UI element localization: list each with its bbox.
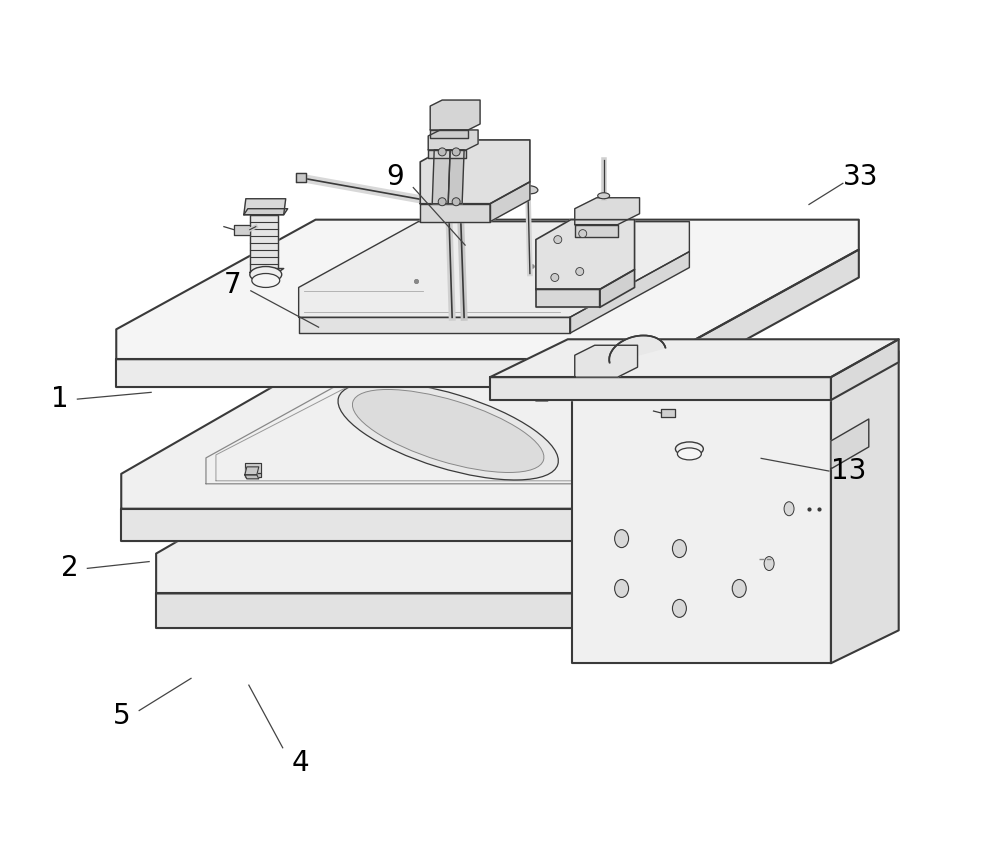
Polygon shape — [693, 475, 705, 481]
Polygon shape — [420, 140, 530, 204]
Polygon shape — [448, 150, 464, 204]
Circle shape — [554, 236, 562, 244]
Polygon shape — [250, 215, 278, 273]
Polygon shape — [600, 269, 635, 307]
Polygon shape — [245, 463, 261, 473]
Polygon shape — [575, 198, 640, 225]
Polygon shape — [620, 484, 809, 628]
Polygon shape — [534, 389, 548, 397]
Polygon shape — [116, 359, 659, 387]
Polygon shape — [156, 593, 620, 628]
Polygon shape — [661, 409, 675, 417]
Polygon shape — [534, 397, 548, 401]
Polygon shape — [234, 225, 250, 234]
Ellipse shape — [338, 382, 558, 480]
Polygon shape — [121, 509, 669, 541]
Polygon shape — [156, 444, 809, 593]
Polygon shape — [428, 150, 466, 158]
Polygon shape — [428, 130, 478, 150]
Polygon shape — [245, 475, 259, 479]
Polygon shape — [420, 204, 490, 222]
Ellipse shape — [615, 580, 629, 598]
Ellipse shape — [250, 267, 282, 283]
Polygon shape — [116, 220, 859, 359]
Circle shape — [579, 229, 587, 238]
Ellipse shape — [615, 530, 629, 548]
Polygon shape — [245, 467, 259, 475]
Text: 1: 1 — [51, 385, 68, 413]
Polygon shape — [530, 395, 546, 399]
Polygon shape — [536, 290, 600, 307]
Polygon shape — [430, 130, 468, 138]
Ellipse shape — [598, 193, 610, 199]
Ellipse shape — [441, 188, 469, 200]
Polygon shape — [299, 318, 570, 334]
Polygon shape — [831, 351, 899, 663]
Polygon shape — [669, 394, 869, 541]
Polygon shape — [831, 340, 899, 400]
Ellipse shape — [672, 540, 686, 558]
Polygon shape — [536, 220, 635, 290]
Polygon shape — [669, 387, 707, 401]
Polygon shape — [296, 173, 306, 182]
Ellipse shape — [732, 580, 746, 598]
Polygon shape — [121, 359, 869, 509]
Polygon shape — [530, 385, 546, 395]
Polygon shape — [430, 100, 480, 130]
Polygon shape — [490, 340, 899, 377]
Ellipse shape — [252, 273, 280, 288]
Polygon shape — [609, 335, 665, 363]
Polygon shape — [701, 571, 737, 581]
Polygon shape — [575, 346, 638, 377]
Polygon shape — [575, 225, 618, 237]
Polygon shape — [432, 150, 450, 204]
Circle shape — [551, 273, 559, 282]
Polygon shape — [659, 250, 859, 387]
Polygon shape — [245, 473, 261, 477]
Polygon shape — [244, 209, 288, 215]
Text: 4: 4 — [292, 749, 309, 777]
Polygon shape — [570, 251, 689, 334]
Polygon shape — [490, 182, 530, 222]
Polygon shape — [831, 419, 869, 469]
Polygon shape — [675, 443, 703, 447]
Polygon shape — [244, 199, 286, 215]
Ellipse shape — [675, 442, 703, 456]
Text: 9: 9 — [386, 163, 404, 191]
Polygon shape — [572, 389, 831, 663]
Text: 7: 7 — [224, 271, 242, 299]
Polygon shape — [299, 222, 689, 318]
Text: 13: 13 — [831, 457, 867, 485]
Circle shape — [438, 148, 446, 156]
Polygon shape — [701, 469, 733, 581]
Ellipse shape — [672, 599, 686, 617]
Text: 2: 2 — [61, 554, 78, 582]
Circle shape — [452, 148, 460, 156]
Circle shape — [438, 198, 446, 205]
Ellipse shape — [677, 448, 701, 460]
Text: 5: 5 — [112, 702, 130, 730]
Polygon shape — [490, 377, 831, 400]
Circle shape — [576, 267, 584, 275]
Ellipse shape — [784, 502, 794, 515]
Text: 33: 33 — [843, 163, 879, 191]
Ellipse shape — [352, 390, 544, 473]
Polygon shape — [250, 268, 284, 273]
Ellipse shape — [522, 186, 538, 194]
Polygon shape — [675, 401, 699, 447]
Circle shape — [452, 198, 460, 205]
Ellipse shape — [764, 557, 774, 571]
